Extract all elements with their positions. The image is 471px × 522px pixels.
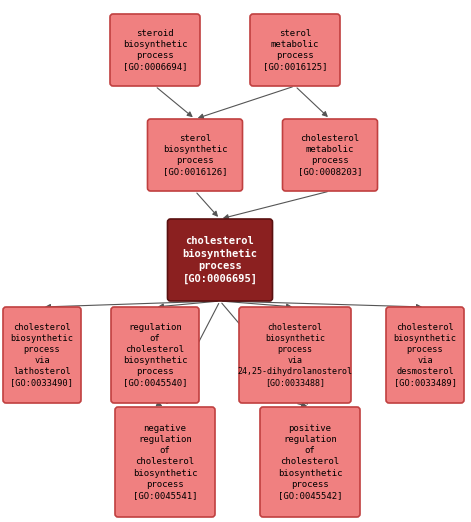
FancyBboxPatch shape [115,407,215,517]
FancyBboxPatch shape [110,14,200,86]
Text: cholesterol
biosynthetic
process
via
lathosterol
[GO:0033490]: cholesterol biosynthetic process via lat… [10,323,73,387]
FancyBboxPatch shape [111,307,199,403]
FancyBboxPatch shape [283,119,377,191]
FancyBboxPatch shape [239,307,351,403]
Text: negative
regulation
of
cholesterol
biosynthetic
process
[GO:0045541]: negative regulation of cholesterol biosy… [133,424,197,500]
Text: steroid
biosynthetic
process
[GO:0006694]: steroid biosynthetic process [GO:0006694… [123,29,187,71]
FancyBboxPatch shape [250,14,340,86]
Text: cholesterol
biosynthetic
process
via
desmosterol
[GO:0033489]: cholesterol biosynthetic process via des… [393,323,456,387]
FancyBboxPatch shape [3,307,81,403]
Text: cholesterol
biosynthetic
process
via
24,25-dihydrolanosterol
[GO:0033488]: cholesterol biosynthetic process via 24,… [237,323,352,387]
FancyBboxPatch shape [168,219,273,301]
Text: cholesterol
metabolic
process
[GO:0008203]: cholesterol metabolic process [GO:000820… [298,134,362,176]
FancyBboxPatch shape [260,407,360,517]
FancyBboxPatch shape [147,119,243,191]
FancyBboxPatch shape [386,307,464,403]
Text: cholesterol
biosynthetic
process
[GO:0006695]: cholesterol biosynthetic process [GO:000… [182,236,258,284]
Text: positive
regulation
of
cholesterol
biosynthetic
process
[GO:0045542]: positive regulation of cholesterol biosy… [278,424,342,500]
Text: sterol
biosynthetic
process
[GO:0016126]: sterol biosynthetic process [GO:0016126] [163,134,227,176]
Text: regulation
of
cholesterol
biosynthetic
process
[GO:0045540]: regulation of cholesterol biosynthetic p… [123,323,187,387]
Text: sterol
metabolic
process
[GO:0016125]: sterol metabolic process [GO:0016125] [263,29,327,71]
